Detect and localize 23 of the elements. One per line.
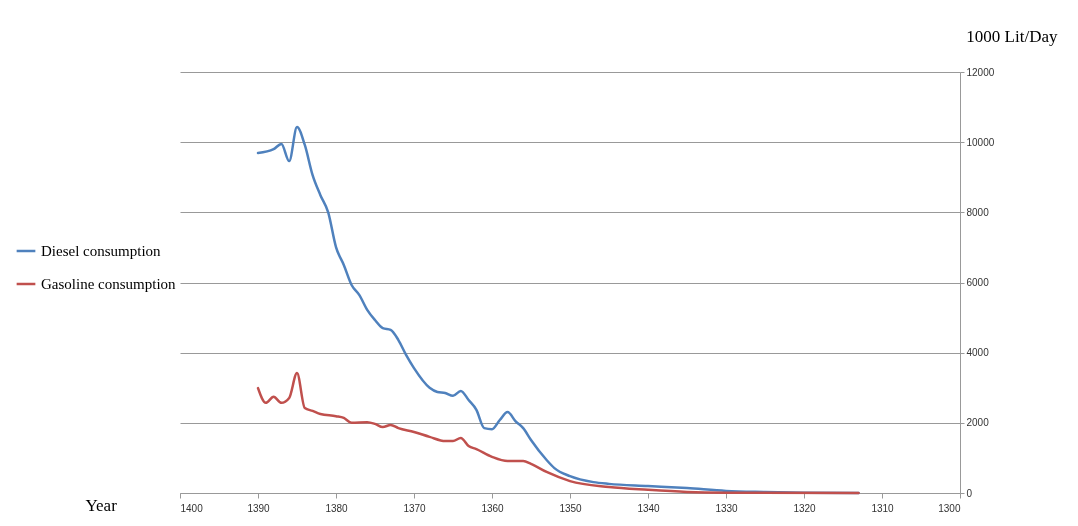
x-tick-label: 1300	[938, 502, 961, 514]
line-series	[256, 371, 860, 495]
x-tick-label: 1320	[793, 502, 817, 514]
y-tick-label: 4000	[966, 347, 990, 359]
legend-label: Gasoline consumption	[41, 276, 177, 292]
x-tick-label: 1310	[871, 502, 895, 514]
x-tick-label: 1370	[403, 502, 427, 514]
x-tick-label: 1340	[637, 502, 661, 514]
y-tick-label: 8000	[966, 206, 990, 218]
x-axis-title: Year	[85, 495, 118, 515]
y-tick-label: 12000	[966, 66, 995, 78]
legend-label: Diesel consumption	[41, 243, 162, 259]
x-tick-label: 1330	[715, 502, 739, 514]
y-tick-label: 2000	[966, 417, 990, 429]
x-tick-label: 1360	[481, 502, 505, 514]
y-axis-title: 1000 Lit/Day	[966, 26, 1058, 46]
x-tick-label: 1400	[180, 502, 204, 514]
x-tick-label: 1390	[247, 502, 271, 514]
y-tick-label: 0	[966, 487, 973, 499]
x-tick-label: 1380	[325, 502, 349, 514]
x-tick-label: 1350	[559, 502, 583, 514]
y-tick-label: 10000	[966, 136, 995, 148]
y-tick-label: 6000	[966, 277, 990, 288]
